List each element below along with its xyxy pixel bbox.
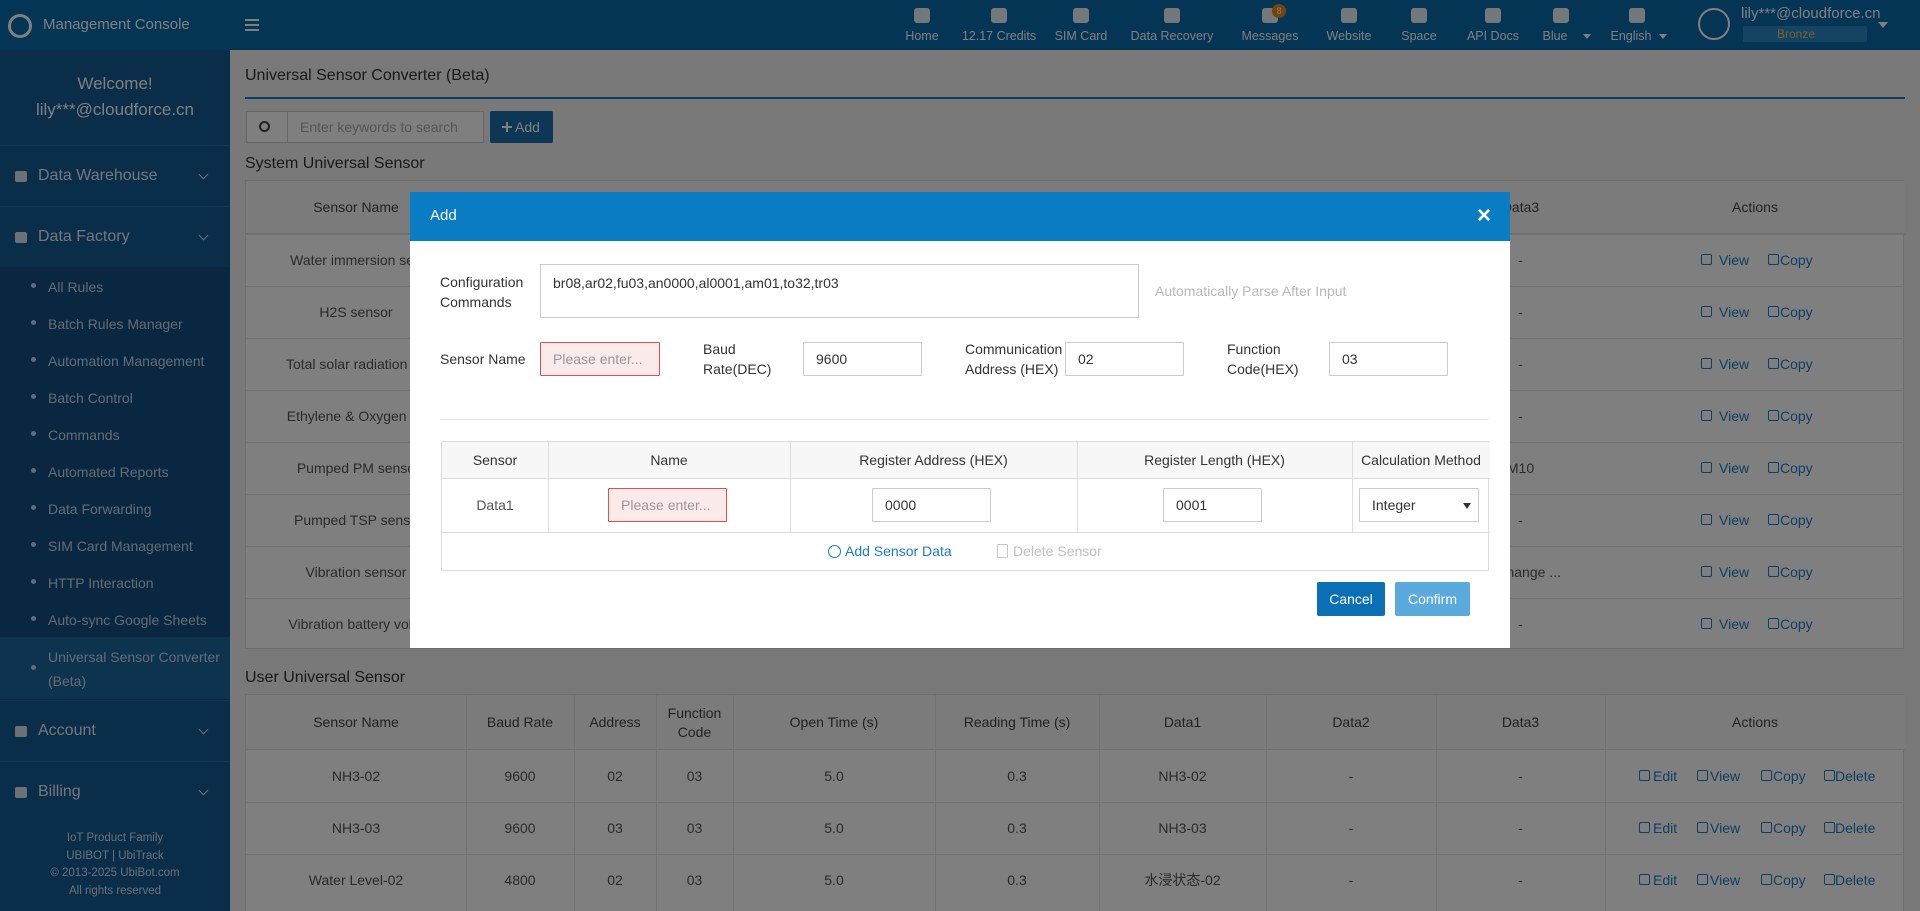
config-input[interactable]: br08,ar02,fu03,an0000,al0001,am01,to32,t… bbox=[540, 264, 1139, 318]
th: Register Length (HEX) bbox=[1077, 450, 1352, 470]
field-label: Function Code(HEX) bbox=[1227, 339, 1327, 379]
th: Register Address (HEX) bbox=[790, 450, 1077, 470]
cancel-button[interactable]: Cancel bbox=[1317, 582, 1385, 616]
text-input[interactable]: 03 bbox=[1329, 342, 1448, 376]
confirm-button[interactable]: Confirm bbox=[1395, 582, 1470, 616]
divider bbox=[440, 419, 1489, 420]
add-sensor-link[interactable]: Add Sensor Data bbox=[845, 541, 952, 561]
add-icon bbox=[828, 545, 841, 558]
col-divider bbox=[1077, 442, 1078, 532]
col-divider bbox=[790, 442, 791, 532]
text-input[interactable]: 0000 bbox=[872, 488, 991, 522]
th: Name bbox=[548, 450, 790, 470]
td: Data1 bbox=[445, 495, 545, 515]
field-label: Configuration Commands bbox=[440, 272, 540, 312]
th: Calculation Method bbox=[1352, 450, 1490, 470]
text-input[interactable]: 0001 bbox=[1163, 488, 1262, 522]
select-caret bbox=[1463, 503, 1471, 509]
field-label: Communication Address (HEX) bbox=[965, 339, 1065, 379]
text-input[interactable]: Please enter... bbox=[608, 488, 727, 522]
col-divider bbox=[1352, 442, 1353, 532]
parse-hint: Automatically Parse After Input bbox=[1155, 281, 1346, 301]
select[interactable]: Integer bbox=[1359, 488, 1479, 522]
row-divider bbox=[442, 532, 1490, 533]
text-input[interactable]: 9600 bbox=[803, 342, 922, 376]
text-input[interactable]: 02 bbox=[1065, 342, 1184, 376]
modal-close[interactable]: × bbox=[1474, 203, 1494, 229]
text-input[interactable]: Please enter... bbox=[540, 342, 660, 376]
delete-icon bbox=[997, 544, 1008, 558]
field-label: Baud Rate(DEC) bbox=[703, 339, 793, 379]
modal: Add × Configuration Commandsbr08,ar02,fu03… bbox=[410, 192, 1510, 648]
col-divider bbox=[548, 442, 549, 532]
modal-header: Add × bbox=[410, 192, 1510, 241]
delete-sensor-link: Delete Sensor bbox=[1013, 541, 1102, 561]
modal-title: Add bbox=[430, 206, 457, 226]
th: Sensor bbox=[442, 450, 548, 470]
